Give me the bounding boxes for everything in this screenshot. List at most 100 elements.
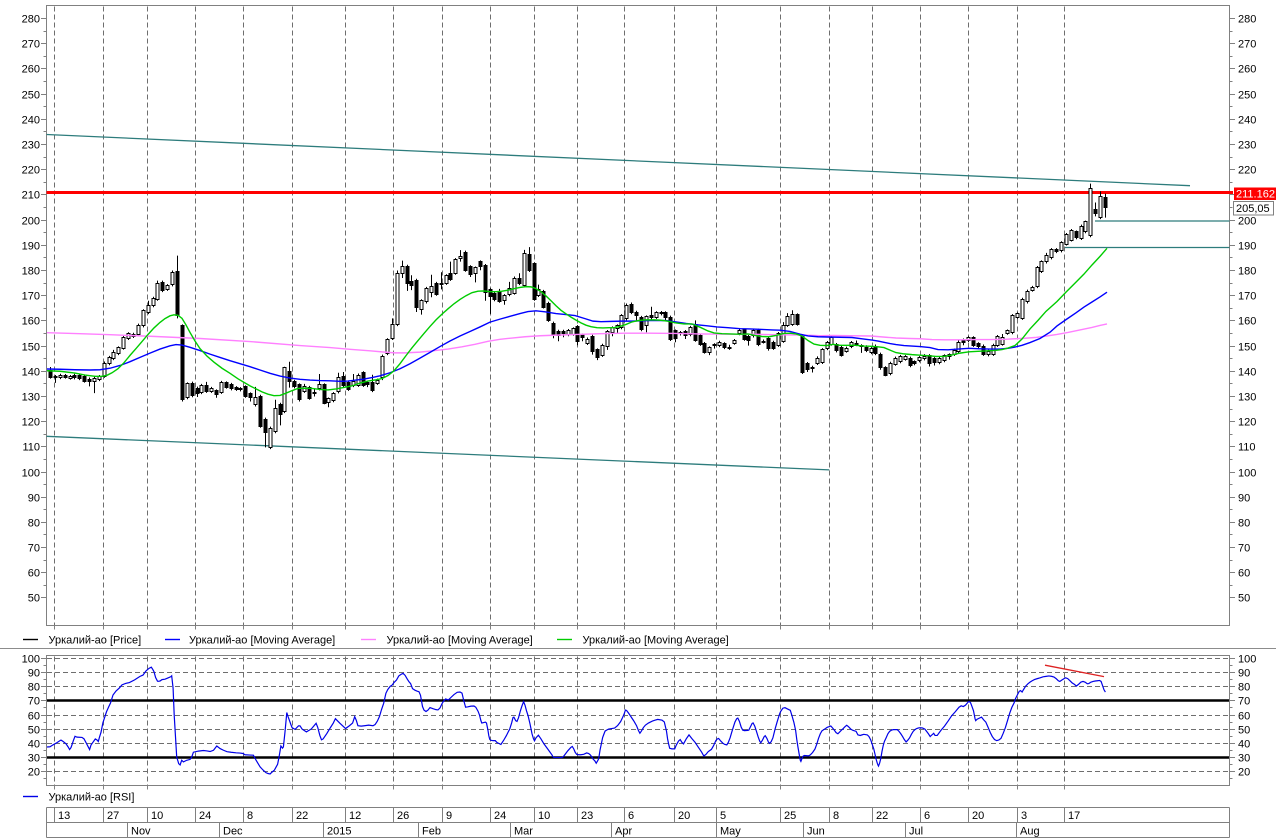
- svg-text:240: 240: [1238, 115, 1256, 127]
- svg-text:60: 60: [28, 568, 40, 580]
- svg-text:8: 8: [247, 810, 253, 822]
- svg-text:8: 8: [833, 810, 839, 822]
- svg-text:70: 70: [1238, 543, 1250, 555]
- svg-text:190: 190: [22, 241, 40, 253]
- svg-text:25: 25: [784, 810, 796, 822]
- svg-text:Jun: Jun: [807, 826, 825, 838]
- svg-text:6: 6: [628, 810, 634, 822]
- svg-text:50: 50: [1238, 725, 1250, 737]
- svg-text:70: 70: [28, 543, 40, 555]
- svg-text:90: 90: [28, 493, 40, 505]
- svg-text:120: 120: [22, 417, 40, 429]
- svg-text:Уркалий-ао [Price]: Уркалий-ао [Price]: [49, 635, 142, 647]
- svg-text:13: 13: [58, 810, 70, 822]
- svg-text:170: 170: [1238, 291, 1256, 303]
- svg-text:May: May: [720, 826, 741, 838]
- svg-text:230: 230: [1238, 140, 1256, 152]
- svg-text:20: 20: [28, 767, 40, 779]
- svg-text:80: 80: [1238, 682, 1250, 694]
- svg-text:24: 24: [494, 810, 506, 822]
- svg-text:180: 180: [22, 266, 40, 278]
- svg-text:30: 30: [28, 753, 40, 765]
- svg-text:Apr: Apr: [615, 826, 632, 838]
- svg-text:10: 10: [151, 810, 163, 822]
- svg-text:150: 150: [1238, 342, 1256, 354]
- svg-text:200: 200: [22, 216, 40, 228]
- svg-text:160: 160: [1238, 316, 1256, 328]
- svg-text:100: 100: [22, 654, 40, 666]
- svg-text:80: 80: [28, 682, 40, 694]
- svg-text:280: 280: [1238, 14, 1256, 26]
- svg-text:205,05: 205,05: [1236, 203, 1270, 215]
- svg-text:60: 60: [1238, 568, 1250, 580]
- svg-text:5: 5: [720, 810, 726, 822]
- svg-text:230: 230: [22, 140, 40, 152]
- svg-text:Mar: Mar: [514, 826, 533, 838]
- svg-text:110: 110: [22, 442, 40, 454]
- svg-text:80: 80: [1238, 518, 1250, 530]
- svg-text:210: 210: [22, 190, 40, 202]
- svg-text:270: 270: [22, 39, 40, 51]
- svg-text:120: 120: [1238, 417, 1256, 429]
- svg-text:9: 9: [446, 810, 452, 822]
- svg-text:Nov: Nov: [131, 826, 151, 838]
- svg-text:90: 90: [1238, 668, 1250, 680]
- svg-text:80: 80: [28, 518, 40, 530]
- svg-text:211.162: 211.162: [1236, 189, 1275, 201]
- svg-text:110: 110: [1238, 442, 1256, 454]
- svg-text:20: 20: [1238, 767, 1250, 779]
- svg-text:60: 60: [1238, 711, 1250, 723]
- svg-text:17: 17: [1068, 810, 1080, 822]
- svg-text:220: 220: [1238, 165, 1256, 177]
- svg-text:280: 280: [22, 14, 40, 26]
- svg-text:100: 100: [22, 468, 40, 480]
- svg-text:180: 180: [1238, 266, 1256, 278]
- svg-text:250: 250: [1238, 90, 1256, 102]
- svg-text:12: 12: [349, 810, 361, 822]
- svg-text:140: 140: [22, 367, 40, 379]
- svg-text:50: 50: [28, 593, 40, 605]
- svg-text:50: 50: [28, 725, 40, 737]
- svg-text:Feb: Feb: [422, 826, 441, 838]
- svg-text:40: 40: [28, 739, 40, 751]
- svg-text:26: 26: [397, 810, 409, 822]
- svg-text:140: 140: [1238, 367, 1256, 379]
- svg-text:70: 70: [1238, 696, 1250, 708]
- svg-text:220: 220: [22, 165, 40, 177]
- svg-text:160: 160: [22, 316, 40, 328]
- svg-text:130: 130: [22, 392, 40, 404]
- svg-text:Уркалий-ао [RSI]: Уркалий-ао [RSI]: [49, 792, 135, 804]
- svg-text:50: 50: [1238, 593, 1250, 605]
- svg-text:260: 260: [22, 64, 40, 76]
- svg-text:2015: 2015: [327, 826, 351, 838]
- svg-text:170: 170: [22, 291, 40, 303]
- svg-text:20: 20: [972, 810, 984, 822]
- svg-text:40: 40: [1238, 739, 1250, 751]
- svg-text:6: 6: [924, 810, 930, 822]
- svg-text:3: 3: [1021, 810, 1027, 822]
- svg-text:250: 250: [22, 90, 40, 102]
- svg-text:190: 190: [1238, 241, 1256, 253]
- svg-text:Jul: Jul: [909, 826, 923, 838]
- svg-text:70: 70: [28, 696, 40, 708]
- svg-text:260: 260: [1238, 64, 1256, 76]
- svg-text:Aug: Aug: [1020, 826, 1040, 838]
- svg-text:24: 24: [199, 810, 211, 822]
- svg-text:100: 100: [1238, 654, 1256, 666]
- svg-text:90: 90: [28, 668, 40, 680]
- svg-text:270: 270: [1238, 39, 1256, 51]
- svg-text:Уркалий-ао [Moving Average]: Уркалий-ао [Moving Average]: [583, 635, 729, 647]
- svg-text:20: 20: [678, 810, 690, 822]
- svg-text:22: 22: [876, 810, 888, 822]
- svg-text:130: 130: [1238, 392, 1256, 404]
- svg-text:90: 90: [1238, 493, 1250, 505]
- svg-text:22: 22: [296, 810, 308, 822]
- svg-text:200: 200: [1238, 216, 1256, 228]
- svg-text:100: 100: [1238, 468, 1256, 480]
- svg-text:Dec: Dec: [223, 826, 243, 838]
- svg-text:Уркалий-ао [Moving Average]: Уркалий-ао [Moving Average]: [189, 635, 335, 647]
- svg-text:240: 240: [22, 115, 40, 127]
- svg-text:23: 23: [581, 810, 593, 822]
- svg-text:30: 30: [1238, 753, 1250, 765]
- svg-text:60: 60: [28, 711, 40, 723]
